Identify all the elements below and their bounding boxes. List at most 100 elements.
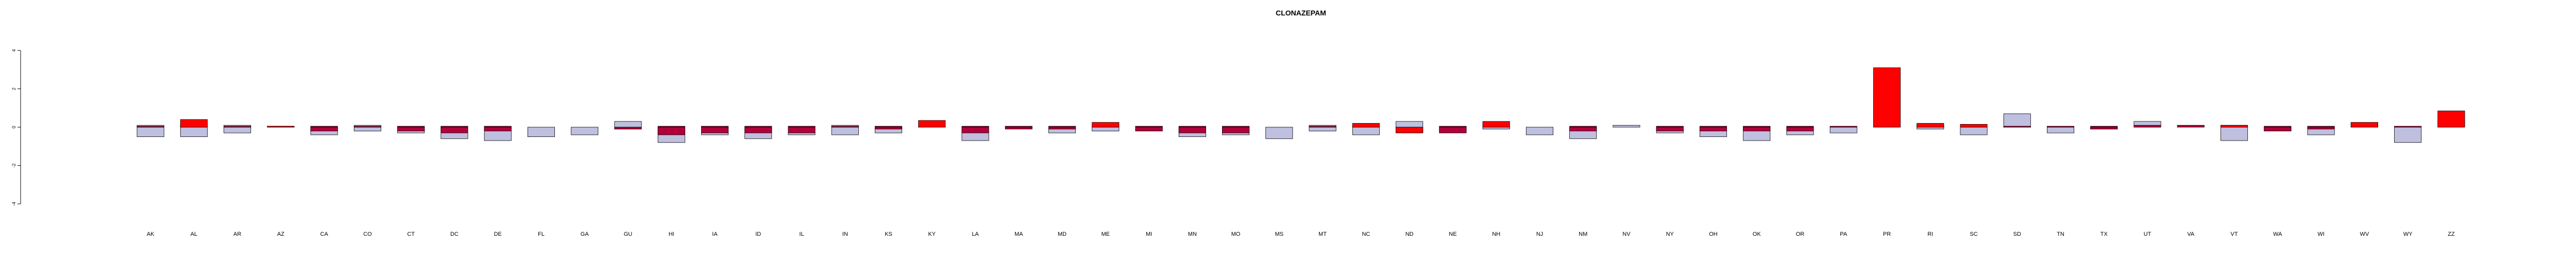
x-tick-label: WV — [2360, 231, 2369, 237]
x-tick-label: TX — [2100, 231, 2108, 237]
bar-ri-s4 — [1917, 123, 1944, 128]
x-tick-label: PA — [1840, 231, 1848, 237]
y-tick-label: 4 — [11, 49, 16, 51]
x-tick-label: KS — [885, 231, 892, 237]
x-tick-label: GU — [624, 231, 633, 237]
bar-in-s1 — [831, 127, 859, 135]
bar-sd-s0 — [2003, 113, 2031, 128]
bar-zz-s4 — [2437, 110, 2465, 128]
bar-de-s3 — [484, 127, 512, 131]
x-tick-label: OH — [1709, 231, 1718, 237]
x-tick-label: MS — [1275, 231, 1284, 237]
bar-sc-s4 — [1960, 124, 1988, 128]
bar-nd-s5 — [1396, 127, 1423, 133]
y-axis: -4 -2 0 2 4 — [11, 49, 21, 206]
x-tick-label: MI — [1146, 231, 1152, 237]
bar-ar-s2 — [224, 126, 251, 128]
x-tick-label: DE — [494, 231, 502, 237]
x-tick-label: AK — [147, 231, 155, 237]
x-tick-label: IN — [842, 231, 848, 237]
bar-tx-s3 — [2090, 127, 2118, 130]
x-tick-label: WI — [2317, 231, 2324, 237]
bar-nc-s1 — [1352, 127, 1380, 135]
x-tick-label: KY — [928, 231, 936, 237]
chart-title: CLONAZEPAM — [1276, 9, 1326, 17]
bar-in-s2 — [831, 126, 859, 128]
bar-mt-s1 — [1309, 127, 1336, 131]
bar-wa-s3 — [2264, 127, 2292, 131]
bar-va-s2 — [2177, 125, 2205, 128]
bar-me-s4 — [1092, 122, 1120, 128]
y-tick-label: 0 — [11, 126, 16, 128]
bar-vt-s4 — [2221, 125, 2248, 128]
x-tick-label: PR — [1883, 231, 1891, 237]
bar-pa-s2 — [1829, 126, 1857, 128]
bar-co-s2 — [353, 126, 381, 128]
bar-pr-s4 — [1873, 67, 1901, 128]
x-tick-label: CO — [363, 231, 372, 237]
x-tick-label: CA — [320, 231, 329, 237]
bar-il-s3 — [788, 127, 816, 133]
bar-az-s4 — [267, 126, 295, 128]
bar-nv-s0 — [1613, 125, 1640, 128]
bar-or-s3 — [1786, 127, 1814, 131]
x-tick-label: LA — [972, 231, 979, 237]
bar-ma-s3 — [1005, 127, 1032, 130]
bar-mi-s3 — [1135, 127, 1163, 131]
bar-al-s1 — [180, 127, 208, 137]
bar-nh-s4 — [1482, 121, 1510, 128]
x-tick-label: TN — [2057, 231, 2064, 237]
x-tick-label: ID — [755, 231, 761, 237]
x-tick-label: VA — [2187, 231, 2195, 237]
x-tick-label: ZZ — [2448, 231, 2455, 237]
bar-wy-s1 — [2394, 127, 2422, 143]
x-tick-label: NE — [1449, 231, 1456, 237]
bar-me-s1 — [1092, 127, 1120, 131]
y-tick-label: -2 — [11, 163, 16, 167]
bar-co-s1 — [353, 127, 381, 131]
bar-ar-s1 — [224, 127, 251, 133]
bar-hi-s3 — [657, 127, 685, 135]
x-tick-label: SC — [1970, 231, 1977, 237]
x-tick-label: NV — [1622, 231, 1631, 237]
bar-la-s3 — [961, 127, 989, 133]
bar-ri-s1 — [1917, 127, 1944, 130]
x-tick-label: MA — [1014, 231, 1023, 237]
bar-mo-s3 — [1222, 127, 1250, 133]
bar-tn-s1 — [2047, 127, 2075, 133]
x-tick-label: DC — [450, 231, 459, 237]
bar-oh-s3 — [1699, 127, 1727, 131]
bar-nm-s3 — [1569, 127, 1597, 131]
bar-ct-s3 — [397, 127, 425, 131]
bar-ne-s3 — [1439, 127, 1467, 133]
x-tick-label: RI — [1927, 231, 1933, 237]
bar-dc-s3 — [440, 127, 468, 133]
x-tick-label: NC — [1362, 231, 1370, 237]
x-tick-label: MD — [1058, 231, 1066, 237]
x-tick-label: WA — [2273, 231, 2282, 237]
x-tick-label: AL — [191, 231, 197, 237]
bar-ca-s3 — [310, 127, 338, 131]
x-axis-labels: AK AL AR AZ CA CO CT DC DE FL GA GU HI IA ID IL IN KS KY LA… — [147, 231, 2455, 237]
bar-ok-s3 — [1743, 127, 1771, 131]
y-tick-label: -4 — [11, 202, 16, 206]
bar-vt-s1 — [2221, 127, 2248, 141]
x-tick-label: MO — [1231, 231, 1241, 237]
bar-gu-s3 — [614, 127, 642, 130]
bar-fl-s1 — [527, 127, 555, 137]
bar-ga-s1 — [571, 127, 599, 135]
x-tick-label: AR — [233, 231, 241, 237]
bar-ia-s3 — [701, 127, 729, 133]
x-tick-label: WY — [2403, 231, 2413, 237]
x-tick-label: HI — [669, 231, 674, 237]
bar-ut-s2 — [2133, 125, 2161, 128]
bars-layer — [137, 67, 2465, 143]
y-tick-label: 2 — [11, 88, 16, 90]
bar-nh-s1 — [1482, 127, 1510, 130]
bar-ky-s4 — [918, 120, 946, 128]
bar-sd-s2 — [2003, 126, 2031, 128]
x-tick-label: NJ — [1536, 231, 1543, 237]
x-tick-label: UT — [2144, 231, 2151, 237]
x-tick-label: IL — [799, 231, 804, 237]
